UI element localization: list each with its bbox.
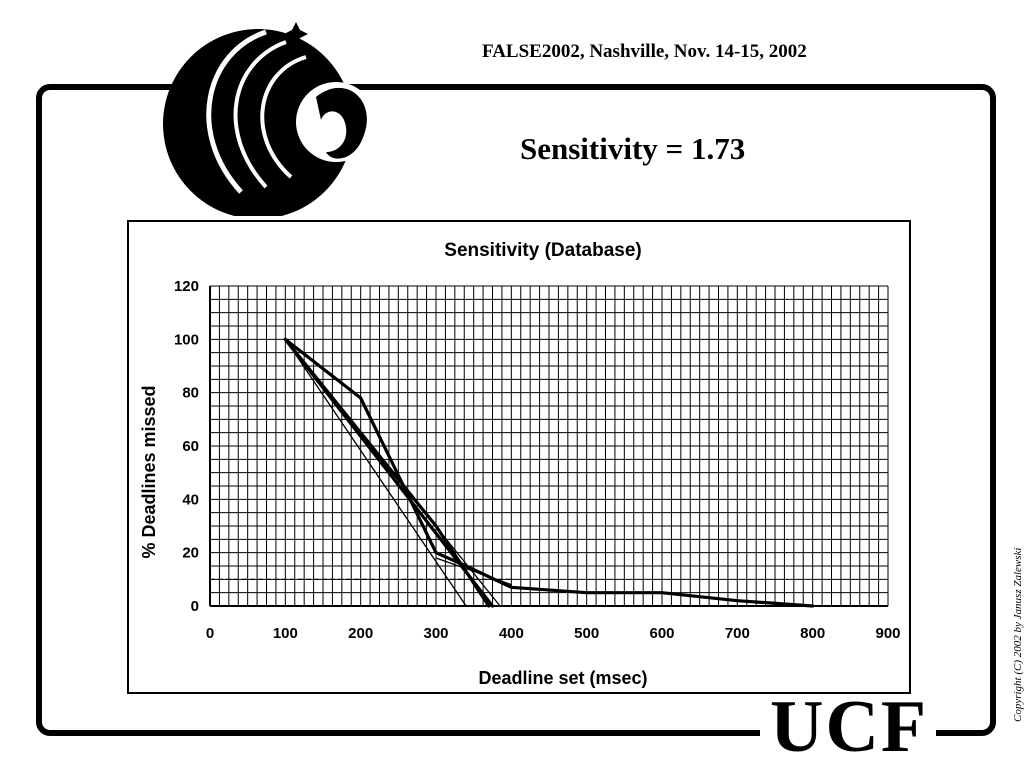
x-axis-label: Deadline set (msec) <box>478 668 647 688</box>
series-line-6 <box>435 557 512 586</box>
x-tick-label: 200 <box>348 625 373 642</box>
y-tick-label: 100 <box>174 331 199 348</box>
y-tick-label: 20 <box>182 545 199 562</box>
x-tick-label: 700 <box>725 625 750 642</box>
ucf-logo: UCF <box>760 690 936 768</box>
x-tick-label: 0 <box>206 625 214 642</box>
series-line-4 <box>284 338 467 607</box>
chart-container: Sensitivity (Database) Deadline set (mse… <box>127 220 911 694</box>
y-axis-label: % Deadlines missed <box>139 385 159 558</box>
ucf-pegasus-logo-icon <box>163 22 376 216</box>
x-tick-label: 600 <box>649 625 674 642</box>
x-tick-label: 800 <box>800 625 825 642</box>
x-tick-label: 400 <box>499 625 524 642</box>
chart-grid <box>209 285 889 607</box>
y-tick-label: 0 <box>191 598 199 615</box>
x-tick-label: 900 <box>875 625 900 642</box>
series-line-1 <box>283 337 815 608</box>
x-tick-label: 100 <box>273 625 298 642</box>
x-tick-label: 300 <box>423 625 448 642</box>
series-line-5 <box>284 338 501 607</box>
slide-title: Sensitivity = 1.73 <box>520 131 746 166</box>
y-tick-label: 120 <box>174 278 199 295</box>
chart-title: Sensitivity (Database) <box>444 240 641 261</box>
copyright-notice: Copyright (C) 2002 by Janusz Zalewski <box>1012 547 1024 722</box>
y-tick-label: 60 <box>182 438 199 455</box>
chart-ticks: 0 100 200 300 400 500 600 700 800 900 0 20 40 60 80 100… <box>174 278 901 642</box>
ucf-logo-text: UCF <box>770 686 929 768</box>
conference-header: FALSE2002, Nashville, Nov. 14-15, 2002 <box>482 41 807 62</box>
y-tick-label: 80 <box>182 385 199 402</box>
chart-series <box>210 337 815 608</box>
series-line-3 <box>283 337 495 608</box>
sensitivity-chart: Sensitivity (Database) Deadline set (mse… <box>139 240 901 688</box>
y-tick-label: 40 <box>182 491 199 508</box>
x-tick-label: 500 <box>574 625 599 642</box>
